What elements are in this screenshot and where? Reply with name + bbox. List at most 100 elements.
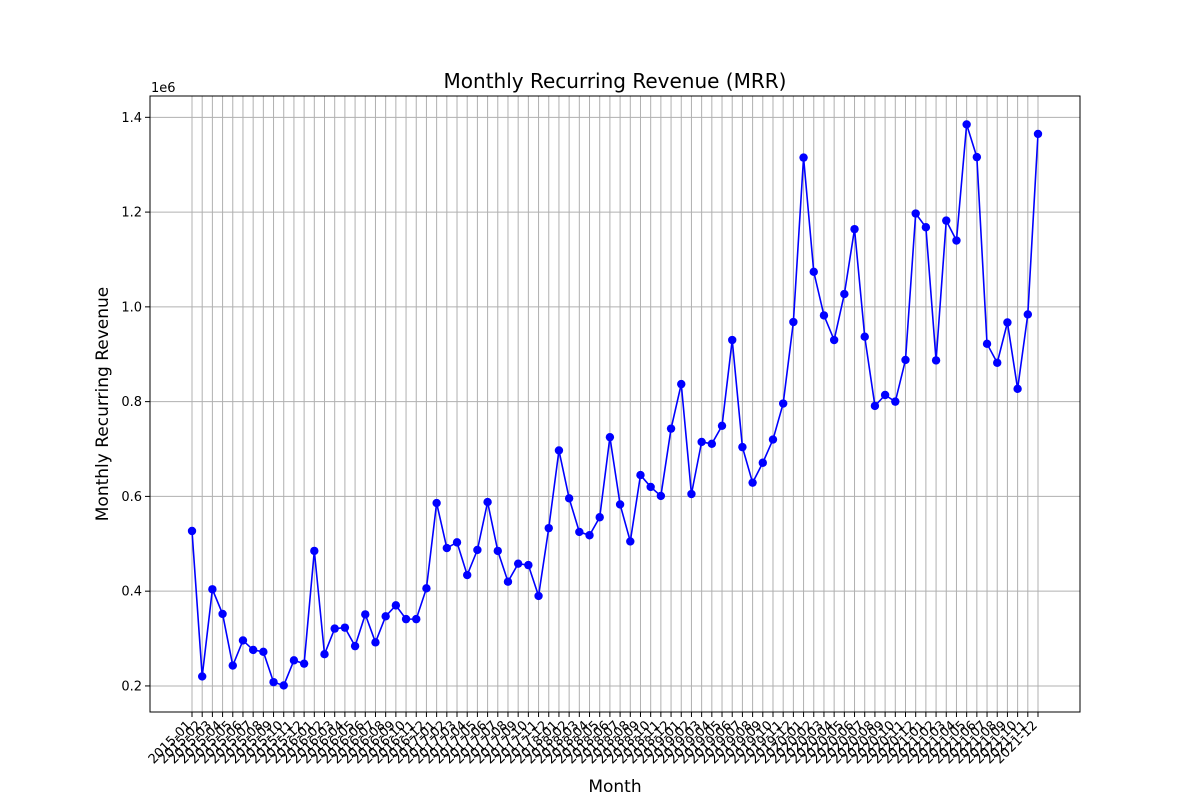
- data-point: [401, 614, 411, 624]
- data-point: [982, 339, 992, 349]
- data-point: [412, 614, 421, 624]
- data-point: [850, 224, 859, 234]
- data-point: [269, 677, 278, 687]
- data-point: [228, 661, 237, 670]
- data-point: [197, 672, 207, 681]
- data-point: [595, 513, 604, 522]
- y-gridlines: [150, 116, 1080, 687]
- data-point: [799, 153, 808, 162]
- data-point: [870, 401, 880, 411]
- data-point: [789, 317, 798, 327]
- data-point: [687, 489, 696, 499]
- data-point: [371, 638, 380, 647]
- y-tick-label: 0.8: [121, 395, 142, 410]
- data-point: [636, 470, 645, 480]
- y-tick-label: 0.4: [121, 585, 142, 600]
- data-point: [1023, 310, 1033, 319]
- data-point: [880, 390, 890, 400]
- data-point: [819, 311, 829, 320]
- x-axis-ticks: 2015-012015-022015-032015-042015-052015-…: [146, 712, 1041, 767]
- data-point: [361, 610, 370, 619]
- data-point: [218, 609, 227, 619]
- data-point: [473, 545, 482, 555]
- data-point: [728, 335, 737, 345]
- data-point: [707, 439, 717, 449]
- data-point: [615, 500, 625, 509]
- y-tick-label: 0.2: [121, 679, 142, 694]
- data-point: [677, 379, 686, 389]
- data-point: [452, 538, 462, 547]
- data-point: [554, 446, 564, 455]
- data-point: [575, 527, 584, 537]
- data-point: [442, 543, 452, 553]
- data-point: [340, 623, 350, 632]
- data-point: [544, 523, 553, 533]
- data-point: [279, 681, 288, 690]
- data-point: [310, 546, 319, 556]
- data-point: [432, 498, 441, 508]
- data-point: [289, 656, 299, 665]
- data-point: [381, 612, 390, 621]
- data-point: [840, 289, 849, 299]
- data-point: [350, 641, 360, 651]
- data-point: [738, 442, 747, 452]
- data-point: [962, 120, 971, 129]
- data-point: [238, 636, 248, 645]
- data-point: [778, 399, 788, 408]
- data-point: [1003, 318, 1012, 327]
- data-point: [605, 432, 615, 442]
- y-tick-label: 1.0: [121, 300, 142, 315]
- data-point: [534, 591, 543, 601]
- data-point: [972, 152, 982, 162]
- data-point: [626, 537, 635, 546]
- data-point: [320, 649, 329, 659]
- plot-frame: [149, 95, 1081, 713]
- data-point: [952, 236, 961, 245]
- y-axis-label: Monthly Recurring Revenue: [93, 287, 113, 522]
- data-point: [666, 424, 676, 433]
- data-point: [503, 577, 513, 586]
- x-gridlines: [191, 96, 1039, 712]
- y-tick-label: 0.6: [121, 490, 142, 505]
- data-point: [463, 570, 472, 580]
- data-point: [697, 437, 706, 447]
- y-tick-label: 1.4: [121, 111, 142, 126]
- data-point: [187, 526, 197, 536]
- data-point: [717, 421, 727, 430]
- data-point: [585, 531, 594, 540]
- data-point: [259, 647, 268, 657]
- data-point: [646, 482, 655, 492]
- x-axis-label: Month: [588, 777, 641, 797]
- chart-title: Monthly Recurring Revenue (MRR): [444, 69, 787, 93]
- data-point: [758, 458, 767, 467]
- data-point: [248, 645, 258, 655]
- data-point: [748, 478, 757, 487]
- data-point: [911, 209, 920, 218]
- data-point: [809, 267, 818, 276]
- y-axis-ticks: 0.2 0.4 0.6 0.8 1.0 1.2 1.4: [121, 111, 150, 694]
- data-points: [187, 120, 1043, 690]
- data-point: [524, 560, 533, 570]
- data-point: [513, 559, 523, 568]
- data-point: [901, 355, 910, 365]
- data-point: [330, 624, 339, 633]
- data-point: [942, 216, 951, 225]
- data-point: [891, 397, 900, 406]
- data-point: [656, 491, 666, 501]
- data-point: [931, 356, 941, 365]
- data-point: [483, 497, 492, 507]
- y-tick-label: 1.2: [121, 206, 142, 221]
- data-point: [1033, 129, 1043, 139]
- y-offset-label: 1e6: [151, 81, 176, 96]
- data-point: [493, 546, 502, 556]
- data-point: [299, 659, 309, 668]
- data-point: [208, 585, 217, 594]
- data-point: [768, 435, 778, 444]
- data-point: [921, 223, 931, 232]
- data-point: [422, 584, 431, 593]
- data-point: [993, 358, 1002, 367]
- data-point: [564, 494, 574, 503]
- data-point: [391, 601, 401, 610]
- series-line: [191, 124, 1039, 687]
